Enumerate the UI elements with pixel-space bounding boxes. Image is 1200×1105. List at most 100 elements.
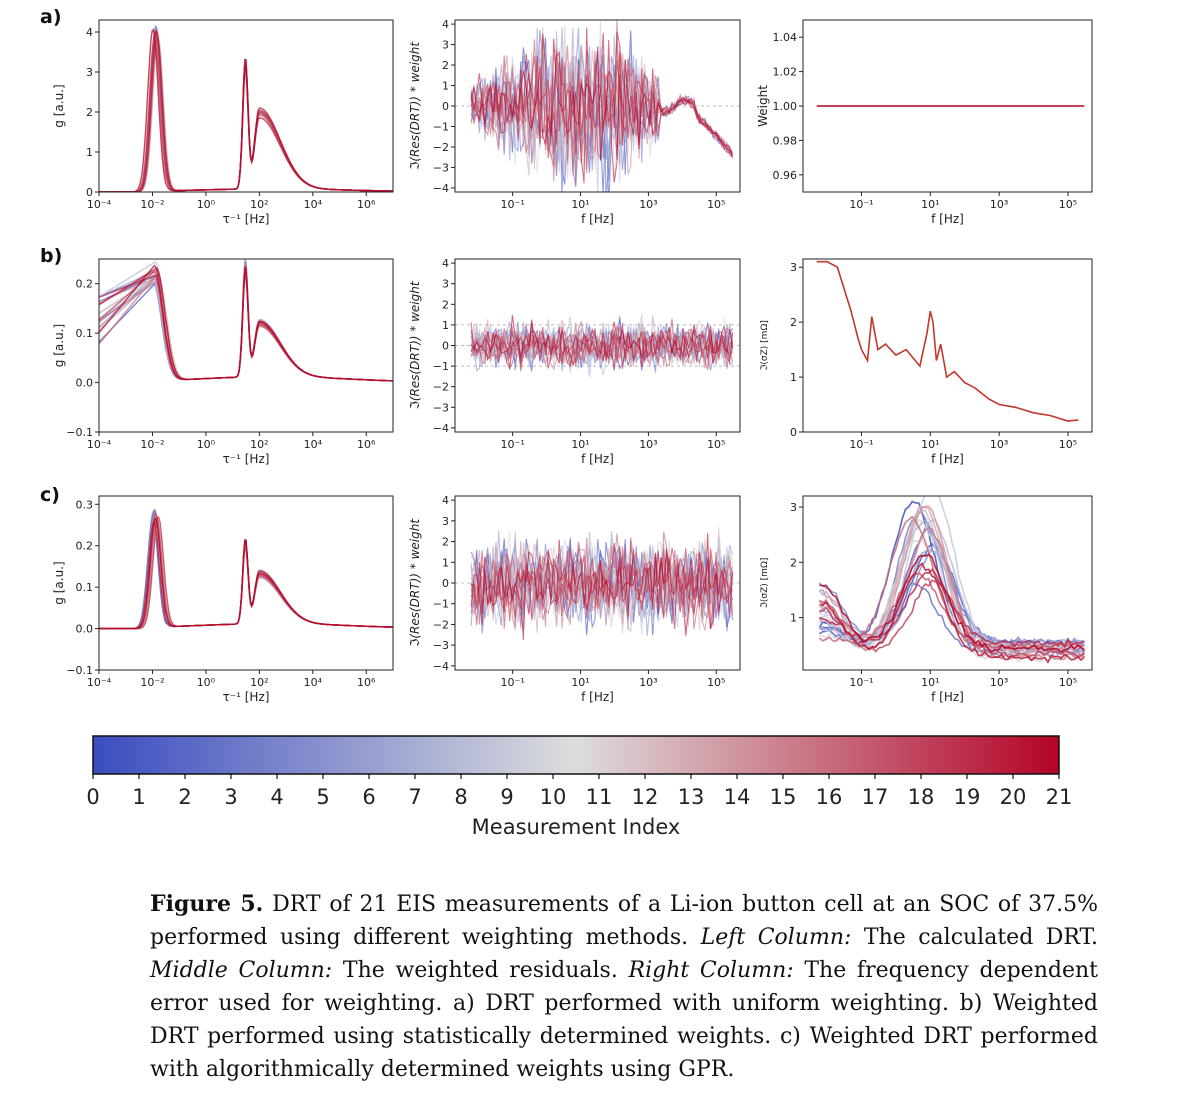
- c-drt-series-21: [99, 516, 393, 630]
- a-weight-xtick-label: 10⁵: [1059, 198, 1077, 211]
- c-sigma-axes-frame: [802, 495, 1093, 671]
- b-res-ytick-label: 1: [442, 319, 449, 332]
- b-res-ytick-label: −1: [433, 360, 449, 373]
- a-drt-axes-frame: [98, 19, 394, 193]
- b-sigma-ytick-label: 3: [790, 261, 797, 274]
- a-weight-ytick-label: 1.02: [773, 66, 798, 79]
- colorbar-tick-label: 10: [540, 785, 567, 809]
- a-drt-ytick-label: 0: [86, 186, 93, 199]
- c-sigma-series-20: [819, 562, 1085, 664]
- colorbar-tick-label: 13: [678, 785, 705, 809]
- b-sigma-ytick-label: 0: [790, 426, 797, 439]
- c-drt-ylabel: g [a.u.]: [52, 561, 66, 604]
- c-sigma-series-15: [819, 527, 1085, 661]
- a-weight-ytick-label: 0.96: [773, 169, 798, 182]
- c-sigma-xlabel: f [Hz]: [931, 690, 964, 704]
- caption-middle-text: The weighted residuals.: [332, 958, 629, 983]
- caption-right-label: Right Column:: [628, 958, 794, 983]
- c-drt-xtick-label: 10⁻²: [140, 676, 164, 689]
- c-drt-xtick-label: 10⁴: [304, 676, 323, 689]
- b-res-xtick-label: 10¹: [571, 438, 589, 451]
- a-res-plot-area: [455, 20, 740, 192]
- c-drt-xtick-label: 10⁻⁴: [87, 676, 112, 689]
- a-drt-xtick-label: 10⁻²: [140, 198, 164, 211]
- colorbar: 0 1 2 3 4 5 6 7 8 9 10 11 12 13 14 15 16 17 18 19 20 21Measur…: [86, 735, 1072, 839]
- b-res-ylabel: ℑ(Res(DRT)) * weight: [408, 280, 422, 409]
- colorbar-tick-label: 2: [178, 785, 191, 809]
- a-res-ytick-label: −4: [433, 182, 449, 195]
- c-drt-ytick-label: −0.1: [66, 664, 93, 677]
- colorbar-tick-label: 6: [362, 785, 375, 809]
- a-drt-series-21: [99, 28, 393, 192]
- colorbar-tick-label: 5: [316, 785, 329, 809]
- a-res-ylabel: ℑ(Res(DRT)) * weight: [408, 41, 422, 170]
- c-drt-xtick-label: 10²: [250, 676, 268, 689]
- b-sigma-xtick-label: 10¹: [921, 438, 939, 451]
- c-sigma-plot-area: [818, 496, 1086, 664]
- c-res-series-21: [470, 533, 733, 630]
- a-weight-ytick-label: 1.04: [773, 31, 798, 44]
- colorbar-tick-label: 0: [86, 785, 99, 809]
- colorbar-tick-label: 15: [770, 785, 797, 809]
- a-res-ytick-label: 4: [442, 18, 449, 31]
- colorbar-tick-label: 14: [724, 785, 751, 809]
- b-res-series-21: [470, 315, 734, 367]
- panel-b-sigma: 10⁻¹ 10¹ 10³ 10⁵ 0 1 2 3 f [Hz] ℑ(σZ) [mΩ]: [760, 258, 1093, 466]
- a-drt-plot-area: [99, 24, 393, 192]
- row-label-b: b): [40, 245, 63, 267]
- panel-c-sigma: 10⁻¹ 10¹ 10³ 10⁵ 1 2 3 f [Hz] ℑ(σZ) [mΩ]: [760, 495, 1093, 704]
- c-sigma-series-17: [818, 572, 1085, 650]
- a-drt-xtick-label: 10²: [250, 198, 268, 211]
- a-drt-ytick-label: 2: [86, 106, 93, 119]
- colorbar-tick-label: 4: [270, 785, 283, 809]
- panel-c-drt: 10⁻⁴ 10⁻² 10⁰ 10² 10⁴ 10⁶ −0.1 0.0 0.1 0.2 0.3 τ⁻¹ …: [52, 495, 394, 704]
- c-res-ytick-label: 3: [442, 515, 449, 528]
- b-res-xlabel: f [Hz]: [581, 452, 614, 466]
- a-res-ytick-label: 2: [442, 59, 449, 72]
- b-drt-series-21: [99, 264, 393, 382]
- c-res-xtick-label: 10⁵: [707, 676, 725, 689]
- panel-b-drt: 10⁻⁴ 10⁻² 10⁰ 10² 10⁴ 10⁶ −0.1 0.0 0.1 0.2 τ⁻¹ [Hz…: [52, 258, 394, 466]
- b-sigma-xtick-label: 10⁻¹: [849, 438, 873, 451]
- a-drt-xtick-label: 10⁰: [197, 198, 216, 211]
- a-res-xtick-label: 10⁵: [707, 198, 725, 211]
- c-sigma-ytick-label: 3: [790, 501, 797, 514]
- c-sigma-series-9: [819, 496, 1085, 652]
- b-drt-xtick-label: 10⁻²: [140, 438, 164, 451]
- c-res-ytick-label: −3: [433, 639, 449, 652]
- b-res-ytick-label: −3: [433, 401, 449, 414]
- a-res-ytick-label: −2: [433, 141, 449, 154]
- c-drt-ytick-label: 0.1: [76, 581, 94, 594]
- colorbar-tick-label: 20: [1000, 785, 1027, 809]
- c-res-ytick-label: −4: [433, 660, 449, 673]
- c-sigma-xtick-label: 10¹: [921, 676, 939, 689]
- caption-text-1: DRT of 21 EIS measurements of a Li-ion b…: [150, 892, 1098, 950]
- colorbar-tick-label: 19: [954, 785, 981, 809]
- b-drt-xtick-label: 10⁰: [197, 438, 216, 451]
- b-drt-plot-area: [99, 259, 393, 382]
- a-weight-ytick-label: 0.98: [773, 134, 798, 147]
- a-res-ytick-label: −3: [433, 161, 449, 174]
- b-sigma-ylabel: ℑ(σZ) [mΩ]: [760, 320, 770, 371]
- c-res-plot-area: [455, 527, 740, 640]
- a-res-xtick-label: 10³: [639, 198, 657, 211]
- b-drt-ylabel: g [a.u.]: [52, 324, 66, 367]
- caption-figure-label: Figure 5.: [150, 891, 264, 917]
- caption-left-text: The calculated DRT.: [851, 925, 1098, 950]
- c-res-ytick-label: 1: [442, 556, 449, 569]
- panel-c-res: 10⁻¹ 10¹ 10³ 10⁵ −4 −3 −2 −1 0 1 2 3 4 f [Hz] ℑ(Res(DR…: [408, 494, 741, 704]
- b-res-series-19: [470, 322, 733, 371]
- b-drt-xtick-label: 10⁴: [304, 438, 323, 451]
- a-weight-xtick-label: 10³: [990, 198, 1008, 211]
- colorbar-tick-label: 9: [500, 785, 513, 809]
- a-drt-xlabel: τ⁻¹ [Hz]: [223, 212, 270, 226]
- c-sigma-ytick-label: 2: [790, 556, 797, 569]
- c-res-ytick-label: −2: [433, 618, 449, 631]
- c-sigma-xtick-label: 10⁵: [1059, 676, 1077, 689]
- c-res-ytick-label: 2: [442, 536, 449, 549]
- c-drt-plot-area: [99, 508, 393, 630]
- colorbar-tick-label: 18: [908, 785, 935, 809]
- c-sigma-xtick-label: 10³: [990, 676, 1008, 689]
- colorbar-label: Measurement Index: [472, 815, 681, 839]
- c-drt-series-20: [99, 521, 393, 630]
